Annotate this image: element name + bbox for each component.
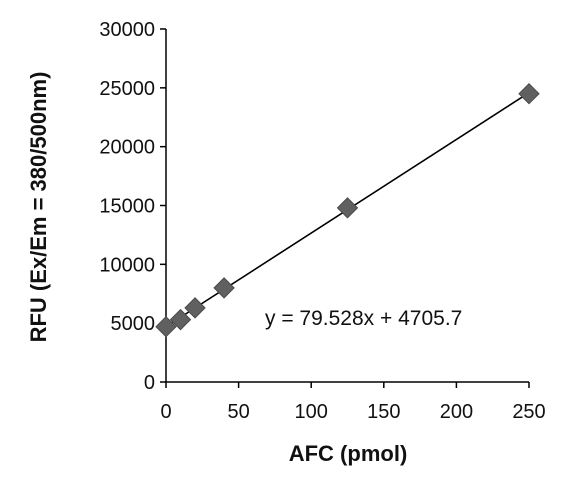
x-axis-ticks: 0 50 100 150 200 250 — [160, 382, 546, 423]
y-tick-label: 15000 — [99, 196, 155, 218]
x-tick-label: 250 — [512, 401, 545, 423]
trendline-equation: y = 79.528x + 4705.7 — [265, 307, 462, 330]
y-tick-label: 10000 — [99, 254, 155, 276]
data-point — [155, 315, 177, 338]
x-axis-title: AFC (pmol) — [289, 441, 408, 466]
data-point — [336, 197, 359, 219]
y-axis-title: RFU (Ex/Em = 380/500nm) — [26, 72, 51, 343]
x-tick-label: 100 — [295, 401, 328, 423]
y-tick-label: 0 — [144, 372, 155, 394]
data-point — [518, 83, 540, 105]
y-tick-label: 30000 — [99, 19, 155, 41]
data-point — [184, 297, 206, 319]
y-tick-label: 20000 — [99, 137, 155, 159]
x-tick-label: 150 — [367, 401, 400, 423]
data-point — [213, 277, 235, 299]
y-axis-ticks: 0 5000 10000 15000 20000 25000 30000 — [99, 19, 166, 394]
y-tick-label: 5000 — [111, 313, 156, 335]
y-tick-label: 25000 — [99, 78, 155, 100]
x-tick-label: 200 — [440, 401, 473, 423]
x-tick-label: 50 — [227, 401, 249, 423]
data-point — [169, 308, 192, 331]
x-tick-label: 0 — [160, 401, 171, 423]
data-points — [155, 83, 540, 338]
